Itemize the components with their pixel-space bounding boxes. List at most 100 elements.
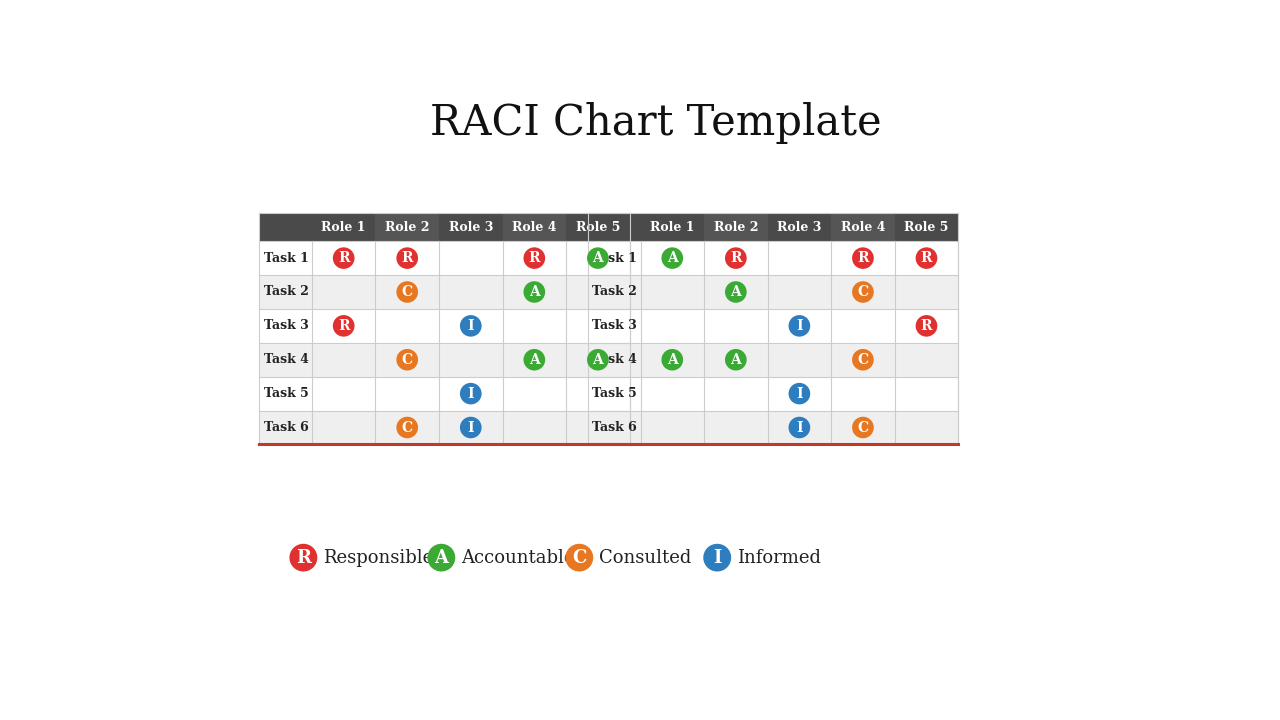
- FancyBboxPatch shape: [831, 213, 895, 241]
- FancyBboxPatch shape: [768, 410, 831, 444]
- Text: Informed: Informed: [737, 549, 822, 567]
- FancyBboxPatch shape: [895, 410, 959, 444]
- FancyBboxPatch shape: [375, 309, 439, 343]
- FancyBboxPatch shape: [588, 275, 640, 309]
- Text: R: R: [338, 251, 349, 265]
- Circle shape: [588, 248, 609, 269]
- FancyBboxPatch shape: [503, 275, 566, 309]
- Text: R: R: [858, 251, 869, 265]
- Circle shape: [852, 349, 874, 371]
- Text: I: I: [796, 387, 803, 400]
- FancyBboxPatch shape: [439, 410, 503, 444]
- Text: A: A: [667, 251, 677, 265]
- Text: R: R: [920, 251, 932, 265]
- FancyBboxPatch shape: [640, 410, 704, 444]
- FancyBboxPatch shape: [768, 343, 831, 377]
- FancyBboxPatch shape: [704, 410, 768, 444]
- FancyBboxPatch shape: [503, 213, 566, 241]
- FancyBboxPatch shape: [439, 377, 503, 410]
- FancyBboxPatch shape: [831, 343, 895, 377]
- FancyBboxPatch shape: [259, 377, 312, 410]
- Circle shape: [566, 544, 593, 572]
- Circle shape: [460, 383, 481, 405]
- Circle shape: [333, 315, 355, 337]
- Text: RACI Chart Template: RACI Chart Template: [430, 102, 882, 144]
- Circle shape: [333, 248, 355, 269]
- Text: Task 6: Task 6: [264, 421, 308, 434]
- Circle shape: [788, 417, 810, 438]
- Circle shape: [397, 248, 419, 269]
- FancyBboxPatch shape: [439, 309, 503, 343]
- Text: A: A: [667, 353, 677, 366]
- FancyBboxPatch shape: [704, 213, 768, 241]
- Text: Task 1: Task 1: [593, 251, 637, 265]
- Text: Task 3: Task 3: [264, 320, 308, 333]
- Circle shape: [662, 248, 684, 269]
- FancyBboxPatch shape: [312, 377, 375, 410]
- Text: A: A: [593, 251, 603, 265]
- FancyBboxPatch shape: [312, 213, 375, 241]
- Text: R: R: [529, 251, 540, 265]
- FancyBboxPatch shape: [831, 377, 895, 410]
- FancyBboxPatch shape: [312, 410, 375, 444]
- Circle shape: [915, 315, 937, 337]
- Circle shape: [788, 383, 810, 405]
- FancyBboxPatch shape: [831, 241, 895, 275]
- FancyBboxPatch shape: [704, 275, 768, 309]
- FancyBboxPatch shape: [588, 410, 640, 444]
- Circle shape: [460, 315, 481, 337]
- FancyBboxPatch shape: [566, 377, 630, 410]
- Text: C: C: [858, 285, 869, 299]
- FancyBboxPatch shape: [259, 410, 312, 444]
- FancyBboxPatch shape: [259, 309, 312, 343]
- FancyBboxPatch shape: [503, 343, 566, 377]
- FancyBboxPatch shape: [895, 377, 959, 410]
- FancyBboxPatch shape: [704, 309, 768, 343]
- FancyBboxPatch shape: [704, 241, 768, 275]
- FancyBboxPatch shape: [566, 275, 630, 309]
- Circle shape: [460, 417, 481, 438]
- Text: Role 5: Role 5: [904, 221, 948, 234]
- Circle shape: [524, 349, 545, 371]
- Text: Role 4: Role 4: [841, 221, 886, 234]
- FancyBboxPatch shape: [640, 309, 704, 343]
- FancyBboxPatch shape: [640, 275, 704, 309]
- Text: Role 2: Role 2: [713, 221, 758, 234]
- Text: C: C: [572, 549, 586, 567]
- Circle shape: [588, 349, 609, 371]
- Text: Role 1: Role 1: [650, 221, 695, 234]
- FancyBboxPatch shape: [588, 241, 640, 275]
- FancyBboxPatch shape: [566, 213, 630, 241]
- Text: R: R: [730, 251, 741, 265]
- FancyBboxPatch shape: [259, 275, 312, 309]
- Circle shape: [524, 282, 545, 303]
- Text: A: A: [434, 549, 448, 567]
- FancyBboxPatch shape: [895, 309, 959, 343]
- FancyBboxPatch shape: [588, 309, 640, 343]
- Text: Task 6: Task 6: [593, 421, 637, 434]
- FancyBboxPatch shape: [895, 275, 959, 309]
- Text: Consulted: Consulted: [599, 549, 691, 567]
- FancyBboxPatch shape: [640, 213, 704, 241]
- Text: Task 5: Task 5: [264, 387, 308, 400]
- FancyBboxPatch shape: [588, 377, 640, 410]
- FancyBboxPatch shape: [640, 377, 704, 410]
- Circle shape: [724, 248, 746, 269]
- Circle shape: [524, 248, 545, 269]
- Text: C: C: [858, 353, 869, 366]
- Text: C: C: [402, 420, 412, 434]
- Circle shape: [788, 315, 810, 337]
- Circle shape: [397, 417, 419, 438]
- Text: Role 4: Role 4: [512, 221, 557, 234]
- FancyBboxPatch shape: [588, 213, 640, 241]
- FancyBboxPatch shape: [768, 241, 831, 275]
- FancyBboxPatch shape: [566, 309, 630, 343]
- Text: A: A: [529, 285, 540, 299]
- Text: Task 4: Task 4: [593, 354, 637, 366]
- Circle shape: [724, 349, 746, 371]
- FancyBboxPatch shape: [566, 241, 630, 275]
- FancyBboxPatch shape: [588, 343, 640, 377]
- FancyBboxPatch shape: [768, 213, 831, 241]
- FancyBboxPatch shape: [640, 343, 704, 377]
- FancyBboxPatch shape: [768, 309, 831, 343]
